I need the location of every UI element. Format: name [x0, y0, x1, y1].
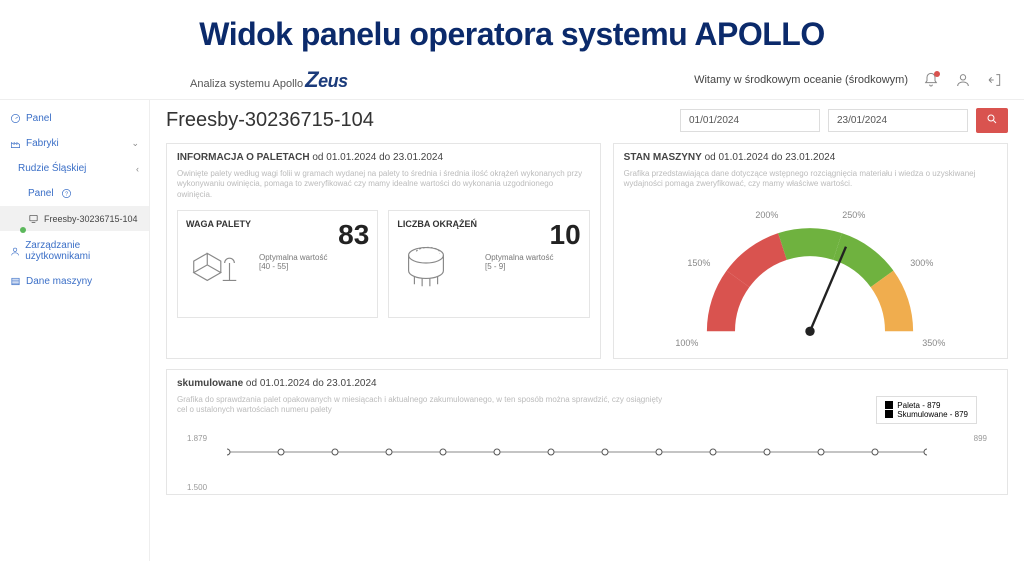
gauge-chart: 100% 150% 200% 250% 300% 350%	[665, 200, 955, 350]
sidebar-label: Panel	[28, 188, 54, 199]
sidebar-label: Zarządzanie użytkownikami	[25, 240, 139, 262]
page-title: Freesby-30236715-104	[166, 109, 672, 132]
y-axis-tick-right: 899	[974, 434, 987, 443]
cumulative-panel-title: skumulowane od 01.01.2024 do 23.01.2024	[177, 378, 997, 389]
brand-logo: Zeus	[305, 67, 347, 93]
metric-weight: WAGA PALETY 83 Optymalna wartość [40 - 5…	[177, 210, 378, 318]
svg-text:?: ?	[65, 191, 68, 197]
logout-icon[interactable]	[986, 71, 1004, 89]
sidebar-label: Rudzie Śląskiej	[18, 163, 86, 174]
page-banner-title: Widok panelu operatora systemu APOLLO	[0, 0, 1024, 63]
gauge-tick: 350%	[922, 338, 945, 348]
cumulative-panel-desc: Grafika do sprawdzania palet opakowanych…	[177, 395, 669, 416]
machine-panel-desc: Grafika przedstawiająca dane dotyczące w…	[624, 169, 997, 190]
bell-icon[interactable]	[922, 71, 940, 89]
sidebar-item-users[interactable]: Zarządzanie użytkownikami	[0, 233, 149, 269]
data-icon	[10, 276, 21, 287]
sidebar-item-rudzie[interactable]: Rudzie Śląskiej ‹	[0, 156, 149, 181]
legend-square-icon	[885, 410, 893, 418]
brand: Analiza systemu Apollo Zeus	[190, 67, 348, 93]
sidebar-item-fabryki[interactable]: Fabryki ⌄	[0, 131, 149, 156]
legend-square-icon	[885, 401, 893, 409]
sidebar-item-machine-data[interactable]: Dane maszyny	[0, 269, 149, 294]
line-chart: 1.879 1.500 899	[177, 426, 997, 486]
sidebar-label: Panel	[26, 113, 52, 124]
gauge-tick: 200%	[755, 210, 778, 220]
help-icon: ?	[61, 188, 72, 199]
machine-state-panel: STAN MASZYNY od 01.01.2024 do 23.01.2024…	[613, 143, 1008, 359]
device-icon	[28, 213, 39, 224]
gauge-tick: 100%	[675, 338, 698, 348]
topbar: Analiza systemu Apollo Zeus Witamy w śro…	[0, 63, 1024, 100]
sidebar-label: Fabryki	[26, 138, 59, 149]
sidebar: Panel Fabryki ⌄ Rudzie Śląskiej ‹ Panel …	[0, 100, 150, 561]
sidebar-label: Dane maszyny	[26, 276, 92, 287]
box-scale-icon	[186, 234, 244, 292]
date-from-input[interactable]	[680, 109, 820, 132]
metric-wraps: LICZBA OKRĄŻEŃ 10 Optymalna wartość [5 -…	[388, 210, 589, 318]
brand-prefix: Analiza systemu Apollo	[190, 78, 303, 90]
metric-weight-optimal: Optymalna wartość [40 - 55]	[259, 253, 369, 271]
welcome-text: Witamy w środkowym oceanie (środkowym)	[694, 74, 908, 86]
y-axis-tick: 1.500	[187, 483, 207, 492]
user-icon[interactable]	[954, 71, 972, 89]
search-icon	[986, 113, 998, 125]
dashboard-icon	[10, 113, 21, 124]
metric-wraps-optimal: Optymalna wartość [5 - 9]	[485, 253, 581, 271]
gauge-tick: 250%	[842, 210, 865, 220]
factory-icon	[10, 138, 21, 149]
pallets-panel: INFORMACJA O PALETACH od 01.01.2024 do 2…	[166, 143, 601, 359]
wrap-icon	[397, 234, 455, 292]
sidebar-item-panel-sub[interactable]: Panel ?	[0, 181, 149, 206]
machine-panel-title: STAN MASZYNY od 01.01.2024 do 23.01.2024	[624, 152, 997, 163]
gauge-tick: 150%	[687, 258, 710, 268]
pallets-panel-title: INFORMACJA O PALETACH od 01.01.2024 do 2…	[177, 152, 590, 163]
y-axis-tick: 1.879	[187, 434, 207, 443]
content: Freesby-30236715-104 INFORMACJA O PALETA…	[150, 100, 1024, 561]
chart-legend: Paleta - 879 Skumulowane - 879	[876, 396, 977, 424]
metric-weight-label: WAGA PALETY	[186, 219, 251, 230]
metric-weight-value: 83	[259, 219, 369, 251]
metric-wraps-value: 10	[485, 219, 581, 251]
pallets-panel-desc: Owinięte palety według wagi folii w gram…	[177, 169, 590, 200]
users-icon	[10, 246, 20, 257]
metric-wraps-label: LICZBA OKRĄŻEŃ	[397, 219, 477, 230]
search-button[interactable]	[976, 108, 1008, 133]
cumulative-panel: skumulowane od 01.01.2024 do 23.01.2024 …	[166, 369, 1008, 495]
chevron-down-icon: ⌄	[131, 138, 139, 149]
sidebar-label: Freesby-30236715-104	[44, 214, 138, 224]
sidebar-item-panel[interactable]: Panel	[0, 106, 149, 131]
chevron-left-icon: ‹	[136, 164, 139, 174]
gauge-tick: 300%	[910, 258, 933, 268]
date-to-input[interactable]	[828, 109, 968, 132]
